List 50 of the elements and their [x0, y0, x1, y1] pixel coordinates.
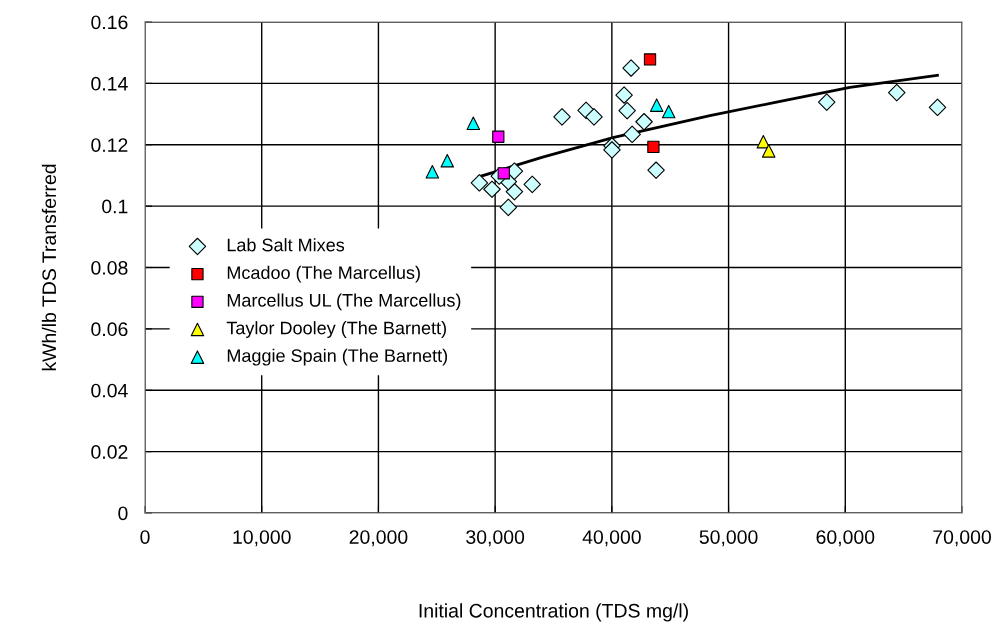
x-tick-label: 10,000	[233, 530, 291, 547]
x-tick-label: 30,000	[466, 530, 525, 547]
x-axis-title: Initial Concentration (TDS mg/l)	[419, 603, 688, 622]
point	[585, 108, 603, 126]
legend-label: Mcadoo (The Marcellus)	[227, 265, 420, 283]
legend-label: Lab Salt Mixes	[227, 238, 345, 252]
point	[618, 101, 636, 120]
x-tick-label: 50,000	[699, 530, 758, 547]
x-tick-label: 60,000	[816, 530, 875, 547]
y-tick-label: 0.02	[91, 445, 128, 459]
point	[470, 174, 489, 192]
x-tick-label: 40,000	[582, 530, 641, 547]
point	[483, 180, 501, 199]
point	[425, 164, 440, 179]
x-tick-label: 70,000	[933, 530, 991, 547]
y-tick-label: 0.06	[91, 322, 128, 337]
point	[622, 59, 640, 77]
legend-label: Marcellus UL (The Marcellus)	[227, 293, 461, 311]
point	[505, 182, 524, 201]
point	[523, 175, 542, 194]
point	[492, 130, 505, 143]
point	[615, 86, 633, 104]
y-tick-label: 0.1	[102, 199, 128, 214]
legend-label: Taylor Dooley (The Barnett)	[226, 321, 446, 338]
point	[553, 108, 571, 126]
point	[761, 144, 776, 158]
point	[649, 98, 664, 112]
point	[817, 93, 836, 111]
point	[928, 98, 947, 117]
point	[887, 83, 906, 102]
point	[603, 141, 621, 159]
point	[647, 161, 665, 179]
legend-label: Maggie Spain (The Barnett)	[227, 348, 448, 366]
y-tick-label: 0.04	[91, 383, 128, 398]
point	[647, 140, 660, 154]
point	[440, 153, 455, 168]
y-tick-label: 0.14	[91, 76, 128, 91]
y-tick-label: 0.12	[91, 138, 128, 152]
y-tick-label: 0	[118, 506, 128, 521]
x-tick-label: 0	[140, 530, 150, 544]
point	[499, 198, 518, 217]
y-tick-label: 0.08	[91, 260, 128, 275]
point	[661, 104, 676, 119]
point	[623, 125, 641, 144]
y-tick-label: 0.16	[91, 15, 128, 30]
point	[643, 53, 657, 66]
point	[635, 112, 653, 131]
y-axis-title: kWh/lb TDS Transferred	[41, 164, 57, 371]
point	[466, 116, 481, 131]
x-tick-label: 20,000	[349, 530, 408, 547]
